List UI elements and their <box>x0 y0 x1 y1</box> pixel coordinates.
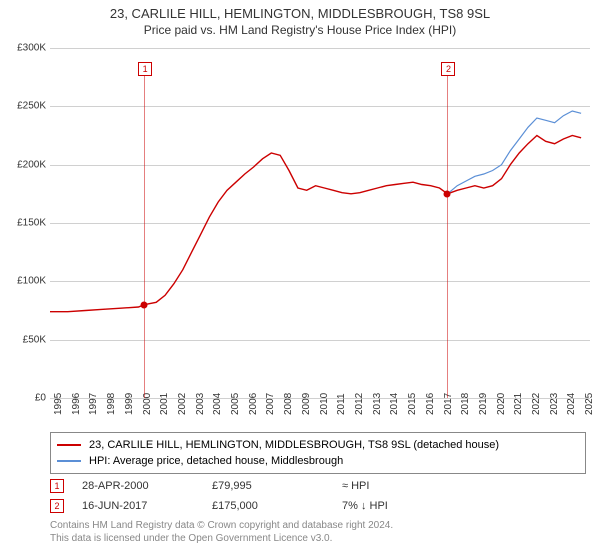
legend-label: 23, CARLILE HILL, HEMLINGTON, MIDDLESBRO… <box>89 439 499 451</box>
chart-plot-area: £0£50K£100K£150K£200K£250K£300K 19951996… <box>50 48 590 398</box>
transaction-row: 1 28-APR-2000 £79,995 ≈ HPI <box>50 476 472 496</box>
legend-swatch <box>57 444 81 446</box>
legend-swatch <box>57 460 81 462</box>
chart-title: 23, CARLILE HILL, HEMLINGTON, MIDDLESBRO… <box>0 0 600 21</box>
marker-dot <box>444 190 451 197</box>
chart-lines-svg <box>50 48 590 398</box>
footer-attribution: Contains HM Land Registry data © Crown c… <box>50 520 393 545</box>
series-line-price_paid <box>50 136 581 312</box>
y-axis-label: £0 <box>4 393 46 404</box>
transaction-price: £175,000 <box>212 500 342 512</box>
marker-badge: 1 <box>138 62 152 76</box>
y-axis-label: £100K <box>4 276 46 287</box>
y-axis-label: £50K <box>4 334 46 345</box>
legend-item: 23, CARLILE HILL, HEMLINGTON, MIDDLESBRO… <box>57 437 579 453</box>
legend-label: HPI: Average price, detached house, Midd… <box>89 455 343 467</box>
y-axis-label: £200K <box>4 159 46 170</box>
series-line-hpi <box>448 111 582 194</box>
legend-item: HPI: Average price, detached house, Midd… <box>57 453 579 469</box>
transactions-table: 1 28-APR-2000 £79,995 ≈ HPI 2 16-JUN-201… <box>50 476 472 516</box>
footer-line: This data is licensed under the Open Gov… <box>50 533 393 546</box>
marker-badge: 2 <box>50 499 64 513</box>
transaction-date: 16-JUN-2017 <box>82 500 212 512</box>
chart-subtitle: Price paid vs. HM Land Registry's House … <box>0 21 600 37</box>
y-axis-label: £250K <box>4 101 46 112</box>
legend: 23, CARLILE HILL, HEMLINGTON, MIDDLESBRO… <box>50 432 586 474</box>
transaction-date: 28-APR-2000 <box>82 480 212 492</box>
marker-badge: 1 <box>50 479 64 493</box>
transaction-row: 2 16-JUN-2017 £175,000 7% ↓ HPI <box>50 496 472 516</box>
footer-line: Contains HM Land Registry data © Crown c… <box>50 520 393 533</box>
transaction-price: £79,995 <box>212 480 342 492</box>
marker-badge: 2 <box>441 62 455 76</box>
transaction-note: 7% ↓ HPI <box>342 500 472 512</box>
marker-dot <box>141 301 148 308</box>
transaction-note: ≈ HPI <box>342 480 472 492</box>
y-axis-label: £300K <box>4 43 46 54</box>
y-axis-label: £150K <box>4 218 46 229</box>
